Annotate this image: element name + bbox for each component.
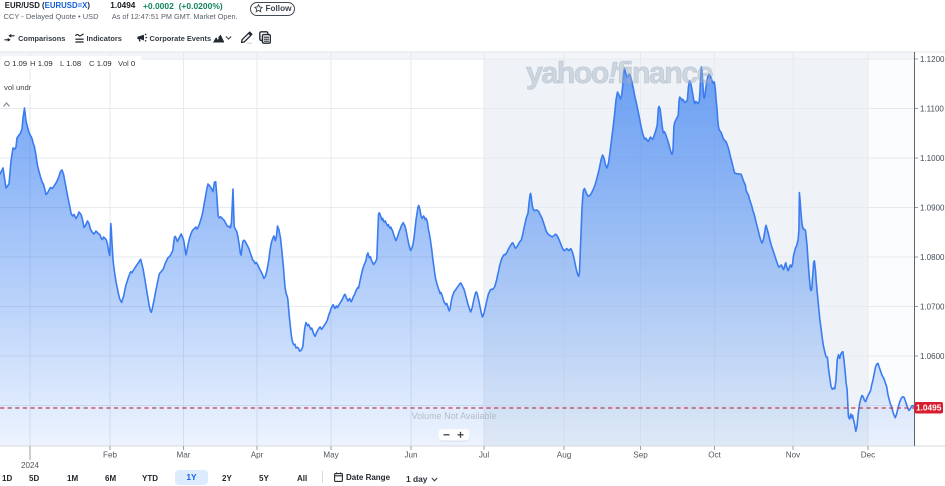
svg-text:May: May <box>323 451 339 460</box>
svg-text:vol undr: vol undr <box>4 83 32 92</box>
svg-text:1.0900: 1.0900 <box>920 204 945 213</box>
svg-text:H 1.09: H 1.09 <box>30 59 53 68</box>
svg-text:Jul: Jul <box>479 451 490 460</box>
svg-text:Apr: Apr <box>251 451 264 460</box>
svg-text:Aug: Aug <box>557 451 571 460</box>
svg-text:Oct: Oct <box>708 451 721 460</box>
svg-text:C 1.09: C 1.09 <box>89 59 112 68</box>
svg-text:Feb: Feb <box>103 451 117 460</box>
svg-text:1.1100: 1.1100 <box>920 105 944 114</box>
svg-text:L 1.08: L 1.08 <box>60 59 81 68</box>
svg-text:1.1200: 1.1200 <box>920 55 945 64</box>
svg-text:Mar: Mar <box>177 451 191 460</box>
svg-text:1.0800: 1.0800 <box>920 253 945 262</box>
svg-text:1.0495: 1.0495 <box>916 403 942 413</box>
svg-text:1.0600: 1.0600 <box>920 352 945 361</box>
svg-text:Dec: Dec <box>861 451 875 460</box>
svg-text:yahoo!finance: yahoo!finance <box>526 56 713 90</box>
svg-text:1.1000: 1.1000 <box>920 154 945 163</box>
svg-text:O 1.09: O 1.09 <box>4 59 27 68</box>
svg-text:Sep: Sep <box>633 451 648 460</box>
svg-text:Volume Not Available: Volume Not Available <box>412 411 497 421</box>
svg-text:1.0700: 1.0700 <box>920 303 945 312</box>
svg-text:Nov: Nov <box>786 451 801 460</box>
svg-text:2024: 2024 <box>21 461 40 470</box>
svg-text:Jun: Jun <box>404 451 417 460</box>
svg-text:Vol 0: Vol 0 <box>118 59 135 68</box>
